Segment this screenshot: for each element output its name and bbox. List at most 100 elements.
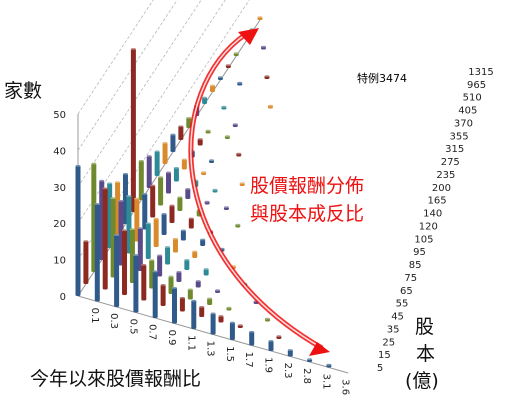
bar-body — [209, 159, 215, 163]
bar-body — [201, 171, 207, 175]
bar-top-highlight — [179, 296, 185, 299]
bar-top-highlight — [236, 152, 242, 155]
bar-body — [195, 280, 201, 288]
bar-8-2-8 — [177, 196, 183, 211]
bar-body — [180, 229, 186, 241]
bar-body — [169, 204, 175, 223]
bar-body — [264, 75, 270, 79]
bar-body — [326, 363, 332, 368]
bar-0-2-0 — [114, 234, 120, 307]
bar-top-highlight — [268, 340, 274, 342]
bar-top-highlight — [153, 217, 159, 220]
bar-top-highlight — [133, 254, 139, 256]
bar-top-highlight — [204, 200, 210, 203]
bar-body — [202, 96, 208, 104]
bar-19-2-19 — [264, 75, 270, 79]
y-tick-14: 200 — [432, 183, 451, 194]
bar-14-2-14 — [224, 135, 230, 139]
x-axis-label: 今年以來股價報酬比 — [30, 368, 201, 390]
bar-5-4-5 — [192, 250, 198, 258]
bar-top-highlight — [176, 271, 182, 273]
bar-19-0-19 — [225, 64, 231, 68]
bar-0-11-0 — [287, 349, 293, 357]
bar-top-highlight — [217, 76, 223, 78]
bar-top-highlight — [199, 306, 205, 308]
bar-top-highlight — [224, 135, 230, 137]
bar-body — [160, 284, 166, 306]
bar-body — [276, 335, 282, 339]
bar-top-highlight — [203, 268, 209, 270]
bar-body — [221, 105, 227, 110]
annotation-line2: 與股本成反比 — [250, 203, 364, 225]
bar-top-highlight — [146, 155, 152, 157]
bar-top-highlight — [200, 238, 206, 241]
annotation-line1: 股價報酬分佈 — [250, 175, 364, 197]
bar-top-highlight — [142, 193, 148, 195]
bar-body — [225, 64, 231, 68]
bar-top-highlight — [232, 123, 238, 125]
bar-13-1-13 — [197, 138, 203, 146]
bar-top-highlight — [165, 246, 171, 248]
x-tick-4: 0.9 — [166, 330, 177, 346]
y-tick-7: 75 — [404, 273, 417, 284]
bar-top-highlight — [210, 84, 216, 87]
bar-top-highlight — [180, 229, 186, 232]
bar-body — [199, 306, 205, 317]
y-tick-17: 315 — [445, 144, 464, 155]
bar-body — [177, 196, 183, 211]
bar-top-highlight — [287, 349, 293, 351]
bar-top-highlight — [118, 199, 124, 202]
y-tick-1: 15 — [378, 350, 391, 361]
bar-top-highlight — [150, 184, 156, 187]
x-tick-9: 1.9 — [262, 357, 273, 373]
z-tick-4: 40 — [53, 146, 66, 157]
bar-11-4-11 — [239, 182, 245, 186]
bar-body — [188, 217, 194, 229]
chart-bars — [75, 16, 332, 368]
y-tick-8: 85 — [409, 260, 422, 271]
bar-top-highlight — [129, 228, 135, 230]
bar-top-highlight — [197, 138, 203, 140]
bar-body — [212, 188, 218, 193]
y-tick-12: 140 — [423, 209, 442, 220]
bar-14-1-14 — [205, 129, 211, 134]
bar-top-highlight — [107, 182, 113, 185]
y-tick-2: 25 — [382, 337, 395, 348]
bar-top-highlight — [102, 187, 108, 190]
bar-top-highlight — [181, 158, 187, 161]
bar-body — [232, 123, 238, 127]
y-tick-18: 355 — [449, 131, 468, 142]
bar-top-highlight — [157, 254, 163, 257]
y-tick-15: 235 — [436, 170, 455, 181]
bar-5-2-5 — [153, 217, 159, 247]
bar-top-highlight — [233, 52, 239, 54]
bar-1-3-1 — [141, 264, 147, 301]
bar-body — [152, 270, 158, 318]
bar-top-highlight — [110, 197, 116, 200]
bar-body — [249, 330, 255, 346]
bar-top-highlight — [187, 288, 193, 291]
bar-16-1-16 — [221, 105, 227, 110]
x-tick-0: 0.1 — [89, 308, 100, 324]
bar-top-highlight — [184, 259, 190, 261]
z-tick-1: 10 — [53, 256, 66, 267]
bar-top-highlight — [172, 237, 178, 240]
bar-body — [218, 315, 224, 323]
bar-top-highlight — [188, 217, 194, 220]
bar-0-3-0 — [133, 254, 139, 313]
bar-body — [197, 138, 203, 146]
bar-body — [150, 184, 156, 218]
bar-top-highlight — [94, 203, 100, 205]
bar-body — [267, 104, 273, 109]
bar-body — [102, 187, 108, 290]
bar-body — [154, 150, 160, 176]
z-gridline-3 — [77, 0, 202, 188]
y-tick-13: 165 — [428, 196, 447, 207]
bar-2-9-2 — [265, 317, 271, 322]
bar-body — [257, 16, 263, 20]
bar-top-highlight — [161, 213, 167, 215]
bar-body — [229, 321, 235, 340]
z-axis-label: 家數 — [4, 80, 42, 102]
bar-body — [207, 297, 213, 305]
